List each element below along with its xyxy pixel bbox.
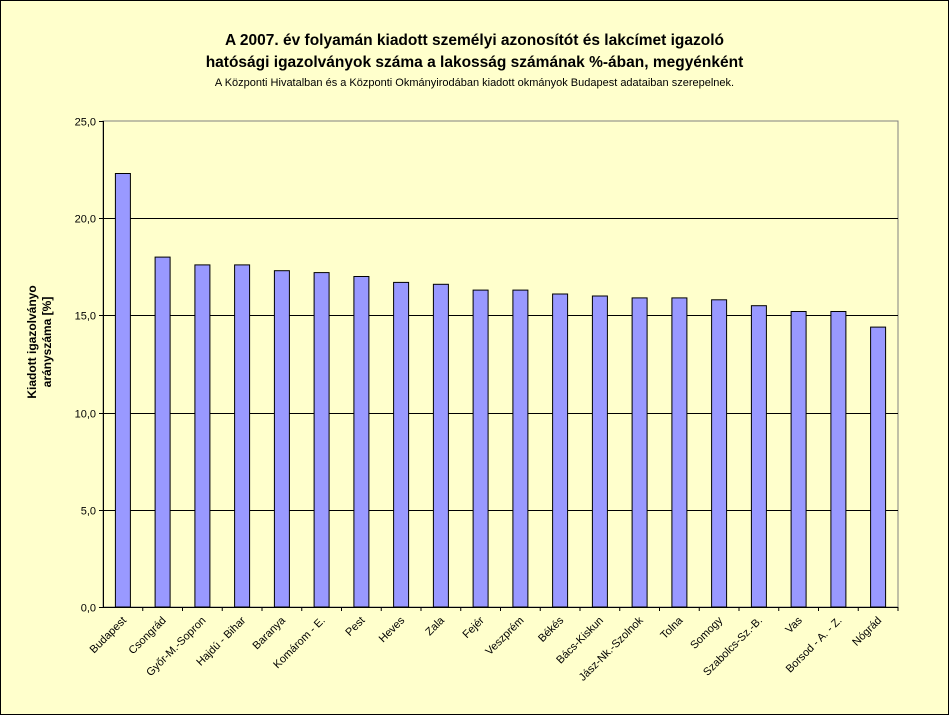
- x-tick-label: Vas: [783, 614, 805, 636]
- chart-title-line-2: hatósági igazolványok száma a lakosság s…: [205, 54, 744, 71]
- x-tick-label: Baranya: [251, 614, 289, 652]
- x-tick-label: Zala: [423, 614, 447, 638]
- x-tick-label: Pest: [343, 615, 367, 639]
- y-tick-label: 20,0: [75, 214, 96, 226]
- y-tick-label: 0,0: [81, 603, 96, 615]
- y-tick-label: 25,0: [75, 117, 96, 129]
- x-tick-label: Fejér: [461, 614, 487, 640]
- bar: [790, 311, 807, 608]
- x-tick-label: Csongrád: [127, 615, 169, 657]
- x-tick-label: Heves: [377, 614, 408, 645]
- bar: [353, 276, 370, 608]
- bar: [114, 173, 131, 608]
- x-tick-label: Veszprém: [483, 615, 526, 658]
- bar: [552, 293, 569, 608]
- bar: [671, 297, 688, 608]
- bar: [472, 289, 489, 608]
- y-tick-label: 5,0: [81, 506, 96, 518]
- plot-area: [102, 120, 899, 608]
- bar: [273, 270, 290, 608]
- bar: [313, 272, 330, 608]
- x-tick-label: Budapest: [88, 615, 129, 656]
- bar: [234, 264, 251, 608]
- y-tick-label: 10,0: [75, 409, 96, 421]
- x-tick-label: Somogy: [688, 614, 725, 651]
- x-tick-label: Békés: [536, 614, 566, 644]
- x-tick-label: Tolna: [658, 614, 686, 642]
- bar: [870, 326, 887, 608]
- bar: [393, 281, 410, 608]
- bar: [591, 295, 608, 608]
- bar: [750, 305, 767, 608]
- bar: [432, 283, 449, 608]
- bar: [711, 299, 728, 608]
- y-tick-label: 15,0: [75, 311, 96, 323]
- bar: [512, 289, 529, 608]
- bar: [154, 256, 171, 608]
- bar: [194, 264, 211, 608]
- x-tick-label: Nógrád: [850, 615, 884, 649]
- bar: [631, 297, 648, 608]
- chart-title-line-1: A 2007. év folyamán kiadott személyi azo…: [224, 32, 725, 49]
- chart-subtitle: A Központi Hivatalban és a Központi Okmá…: [214, 77, 735, 89]
- bar: [830, 311, 847, 608]
